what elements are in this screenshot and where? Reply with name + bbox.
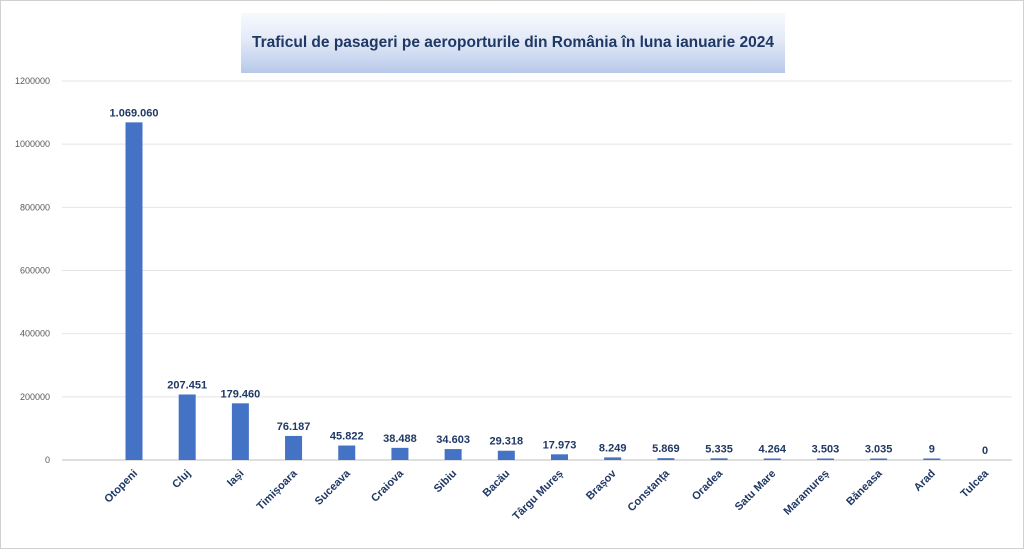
gridlines — [62, 80, 1012, 461]
category-label: Arad — [912, 468, 938, 494]
category-label: Bacău — [481, 468, 513, 500]
category-label: Otopeni — [102, 468, 140, 506]
value-labels: 1.069.060 207.451 179.460 76.187 45.822 38.48… — [110, 107, 989, 457]
bar — [816, 458, 834, 460]
value-label: 3.503 — [812, 444, 840, 456]
category-label: Suceava — [313, 467, 354, 508]
value-label: 0 — [982, 445, 988, 457]
category-label: Satu Mare — [733, 468, 779, 514]
category-label: Constanța — [625, 467, 672, 514]
bars — [125, 122, 941, 460]
value-label: 29.318 — [489, 436, 523, 448]
y-axis-ticks: 0 200000 400000 600000 800000 1000000 1200000 — [15, 76, 50, 465]
bar — [870, 458, 888, 460]
value-label: 9 — [929, 444, 935, 456]
value-label: 17.973 — [543, 439, 577, 451]
y-tick-label: 400000 — [20, 329, 50, 339]
y-tick-label: 0 — [45, 455, 50, 465]
value-label: 207.451 — [167, 379, 207, 391]
bar — [178, 394, 196, 460]
y-tick-label: 1200000 — [15, 76, 50, 86]
value-label: 4.264 — [758, 444, 786, 456]
category-label: Tulcea — [959, 467, 992, 500]
category-label: Iași — [225, 468, 246, 489]
bar — [604, 457, 622, 460]
title-banner: Traficul de pasageri pe aeroporturile di… — [241, 13, 785, 73]
bar — [763, 458, 781, 460]
bar — [231, 403, 249, 460]
category-label: Cluj — [170, 468, 193, 491]
y-tick-label: 1000000 — [15, 139, 50, 149]
value-label: 179.460 — [220, 388, 260, 400]
category-label: Maramureș — [782, 468, 832, 518]
bar — [497, 450, 515, 460]
value-label: 3.035 — [865, 444, 893, 456]
bar — [657, 458, 675, 460]
category-label: Băneasa — [844, 467, 885, 508]
category-label: Timișoara — [255, 467, 301, 513]
value-label: 34.603 — [436, 434, 470, 446]
bar — [338, 445, 356, 460]
value-label: 76.187 — [277, 421, 311, 433]
category-label: Sibiu — [432, 468, 459, 495]
value-label: 38.488 — [383, 433, 417, 445]
bar — [391, 447, 409, 460]
category-labels: Otopeni Cluj Iași Timișoara Suceava Craiova Si… — [102, 467, 991, 523]
value-label: 5.869 — [652, 443, 680, 455]
category-label: Craiova — [369, 467, 407, 505]
y-tick-label: 600000 — [20, 266, 50, 276]
bar — [444, 449, 462, 460]
bar — [285, 435, 303, 460]
bar — [551, 454, 568, 460]
bar — [125, 122, 143, 460]
y-tick-label: 200000 — [20, 392, 50, 402]
chart-title: Traficul de pasageri pe aeroporturile di… — [252, 34, 774, 51]
category-label: Târgu Mureș — [510, 468, 565, 523]
y-tick-label: 800000 — [20, 202, 50, 212]
bar — [923, 458, 941, 460]
value-label: 45.822 — [330, 431, 364, 443]
category-label: Oradea — [690, 467, 726, 503]
value-label: 8.249 — [599, 442, 627, 454]
value-label: 1.069.060 — [110, 107, 159, 119]
value-label: 5.335 — [705, 443, 733, 455]
bar — [710, 458, 728, 460]
category-label: Brașov — [584, 467, 619, 502]
